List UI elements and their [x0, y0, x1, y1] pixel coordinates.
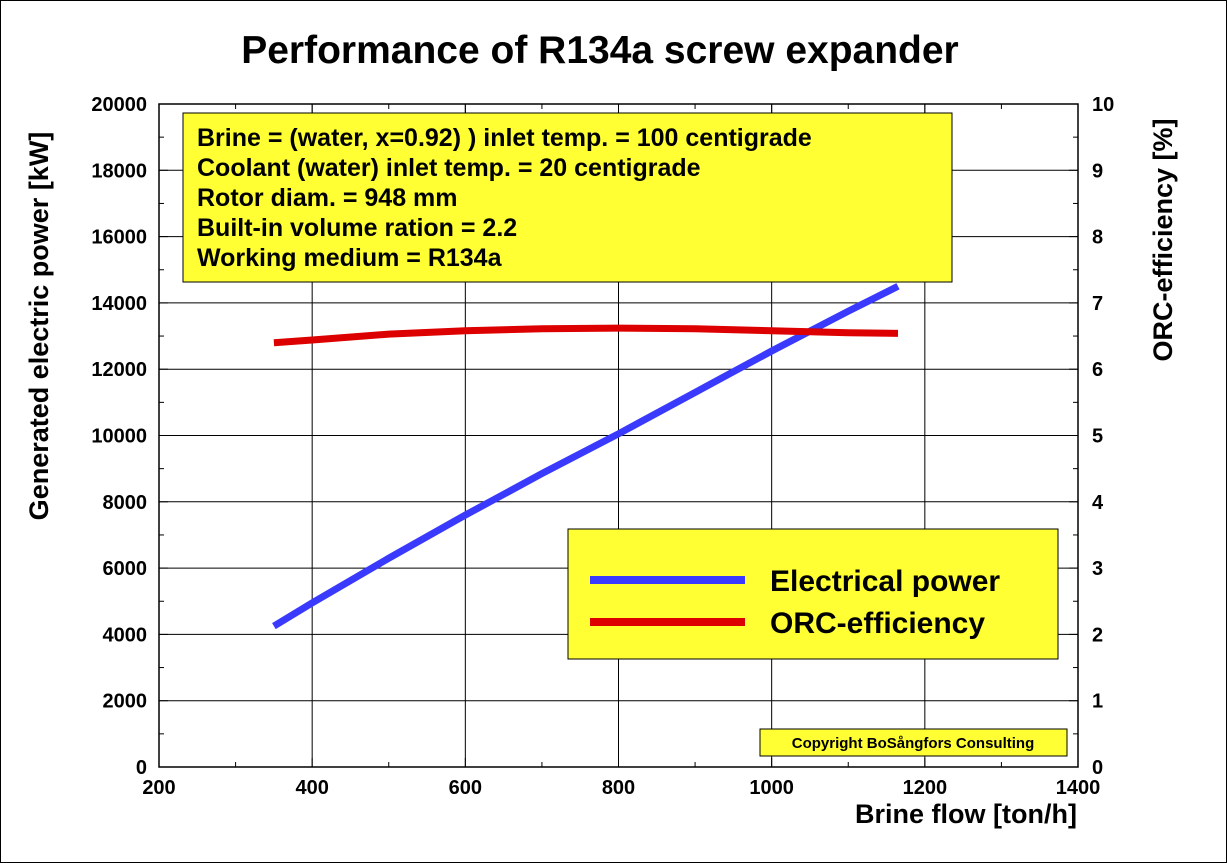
y2-tick-label: 9	[1092, 160, 1103, 182]
x-axis-title: Brine flow [ton/h]	[855, 799, 1077, 829]
y-tick-label: 10000	[91, 426, 147, 448]
y2-tick-label: 0	[1092, 757, 1103, 779]
axes: 200 400 600 800 1000 1200 14000200040006000800…	[91, 94, 1114, 799]
info-box-background	[182, 112, 953, 283]
x-tick-label: 200	[142, 777, 175, 799]
copyright-background	[759, 728, 1068, 757]
y2-tick-label: 2	[1092, 624, 1103, 646]
y-axis-title: Generated electric power [kW]	[24, 132, 54, 521]
y-tick-label: 12000	[91, 359, 147, 381]
y2-tick-label: 10	[1092, 94, 1114, 116]
x-tick-label: 1400	[1056, 777, 1101, 799]
copyright-box: Copyright BoSångfors Consulting	[759, 728, 1068, 757]
y-tick-label: 8000	[103, 492, 148, 514]
info-line-3: Rotor diam. = 948 mm	[197, 184, 458, 212]
x-tick-label: 400	[295, 777, 328, 799]
y-tick-label: 4000	[103, 624, 148, 646]
y-tick-label: 2000	[103, 691, 148, 713]
y2-tick-label: 8	[1092, 227, 1103, 249]
x-tick-label: 600	[449, 777, 482, 799]
y2-tick-label: 4	[1092, 492, 1104, 514]
x-tick-label: 1200	[903, 777, 948, 799]
series-line-orc-efficiency	[273, 324, 899, 347]
info-line-4: Built-in volume ration = 2.2	[197, 214, 517, 242]
info-line-1: Brine = (water, x=0.92) ) inlet temp. = …	[197, 124, 812, 152]
x-tick-label: 1000	[749, 777, 794, 799]
info-line-2: Coolant (water) inlet temp. = 20 centigr…	[197, 154, 701, 182]
info-line-5: Working medium = R134a	[197, 244, 503, 272]
y-tick-label: 6000	[103, 558, 148, 580]
y-tick-label: 0	[136, 757, 147, 779]
y-tick-label: 16000	[91, 227, 147, 249]
x-tick-label: 800	[602, 777, 635, 799]
y2-tick-label: 6	[1092, 359, 1103, 381]
legend-background	[567, 528, 1059, 660]
y2-tick-label: 3	[1092, 558, 1103, 580]
copyright-text: Copyright BoSångfors Consulting	[792, 735, 1034, 752]
y2-axis-title: ORC-efficiency [%]	[1148, 118, 1178, 361]
y2-tick-label: 5	[1092, 426, 1103, 448]
info-box: Brine = (water, x=0.92) ) inlet temp. = …	[182, 112, 953, 283]
y-tick-label: 14000	[91, 293, 147, 315]
y-tick-label: 20000	[91, 94, 147, 116]
y-tick-label: 18000	[91, 160, 147, 182]
legend-label-electrical-power: Electrical power	[770, 565, 1000, 598]
y2-tick-label: 1	[1092, 691, 1103, 713]
series-layer	[272, 283, 900, 630]
legend-label-orc-efficiency: ORC-efficiency	[770, 607, 985, 640]
y2-tick-label: 7	[1092, 293, 1103, 315]
legend: Electrical power ORC-efficiency	[567, 528, 1059, 660]
chart-title: Performance of R134a screw expander	[241, 29, 959, 72]
